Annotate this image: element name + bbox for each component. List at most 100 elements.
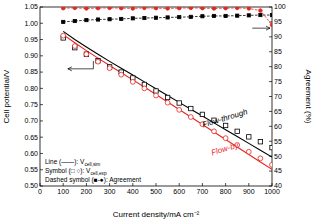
marker — [189, 106, 193, 110]
x-tick — [179, 183, 180, 186]
marker — [131, 17, 134, 20]
chart: 010020030040050060070080090010000.500.55… — [0, 0, 313, 221]
marker — [119, 72, 124, 77]
marker — [235, 129, 239, 133]
marker — [223, 136, 228, 141]
y-tick-label: 0.60 — [24, 150, 38, 157]
x-tick — [272, 183, 273, 186]
x-tick — [248, 183, 249, 186]
y-tick-label: 0.65 — [24, 134, 38, 141]
y2-tick — [269, 51, 272, 52]
arrow — [93, 61, 94, 69]
marker — [84, 52, 89, 57]
marker — [189, 7, 193, 10]
y2-tick — [269, 126, 272, 127]
y2-tick-label: 100 — [274, 3, 286, 10]
marker — [96, 18, 99, 21]
marker — [62, 20, 65, 23]
x-tick-label: 400 — [127, 188, 139, 195]
marker — [166, 16, 169, 19]
series-line — [63, 31, 272, 157]
marker — [212, 14, 215, 17]
marker — [201, 7, 205, 10]
y2-tick — [269, 141, 272, 142]
marker — [270, 13, 272, 16]
y2-tick — [269, 111, 272, 112]
marker — [131, 7, 135, 10]
y-tick — [40, 137, 43, 138]
y2-tick-label: 40 — [274, 182, 282, 189]
legend-entry: Line (——): Vcell,sim — [45, 158, 100, 167]
marker — [154, 89, 158, 93]
y-tick — [40, 88, 43, 89]
marker — [61, 7, 65, 10]
y2-tick-label: 90 — [274, 33, 282, 40]
marker — [154, 16, 157, 19]
x-tick-label: 300 — [104, 188, 116, 195]
y-tick-label: 0.50 — [24, 182, 38, 189]
marker — [166, 7, 170, 10]
marker — [108, 7, 112, 10]
marker — [270, 145, 272, 149]
y-tick — [40, 23, 43, 24]
y2-tick-label: 45 — [274, 167, 282, 174]
x-tick — [109, 183, 110, 186]
marker — [154, 7, 158, 10]
y-tick-label: 0.55 — [24, 166, 38, 173]
y-tick-label: 0.75 — [24, 101, 38, 108]
y-tick-label: 1.00 — [24, 20, 38, 27]
marker — [165, 95, 169, 99]
x-tick-label: 900 — [243, 188, 255, 195]
y2-tick-label: 65 — [274, 108, 282, 115]
marker — [246, 149, 251, 154]
marker — [120, 17, 123, 20]
y-tick — [40, 169, 43, 170]
y2-tick-label: 50 — [274, 153, 282, 160]
legend-entry: Symbol (□ ○): Vcell,exp — [45, 167, 107, 176]
marker — [72, 44, 77, 49]
marker — [73, 7, 77, 10]
x-tick-label: 600 — [173, 188, 185, 195]
series-line — [63, 15, 272, 22]
y-tick — [40, 120, 43, 121]
plot-area — [61, 7, 272, 169]
marker — [235, 7, 239, 10]
y2-tick-label: 60 — [274, 123, 282, 130]
x-axis-label: Current density/mA cm⁻² — [113, 210, 200, 219]
marker — [142, 86, 147, 91]
series-label: Flow-through — [201, 107, 249, 129]
x-tick — [225, 183, 226, 186]
y-tick — [40, 55, 43, 56]
x-tick — [63, 183, 64, 186]
y2-tick-label: 95 — [274, 18, 282, 25]
marker — [143, 16, 146, 19]
y-tick — [40, 153, 43, 154]
marker — [247, 14, 250, 17]
x-tick — [40, 183, 41, 186]
y2-tick-label: 70 — [274, 93, 282, 100]
y2-tick-label: 80 — [274, 63, 282, 70]
marker — [85, 19, 88, 22]
marker — [270, 23, 272, 27]
y-tick-label: 0.70 — [24, 117, 38, 124]
y-tick-label: 0.85 — [24, 68, 38, 75]
marker — [212, 129, 217, 134]
y-tick-label: 0.80 — [24, 85, 38, 92]
marker — [247, 135, 251, 139]
y-tick — [40, 7, 43, 8]
x-tick-label: 500 — [150, 188, 162, 195]
marker — [96, 59, 101, 64]
marker — [201, 15, 204, 18]
marker — [188, 115, 193, 120]
y2-tick-label: 75 — [274, 78, 282, 85]
marker — [212, 7, 216, 10]
marker — [258, 156, 263, 161]
marker — [259, 13, 262, 16]
x-tick-label: 700 — [197, 188, 209, 195]
x-tick-label: 800 — [220, 188, 232, 195]
arrow — [252, 26, 270, 30]
x-tick-label: 100 — [57, 188, 69, 195]
marker — [224, 14, 227, 17]
marker — [165, 100, 170, 105]
marker — [200, 112, 204, 116]
